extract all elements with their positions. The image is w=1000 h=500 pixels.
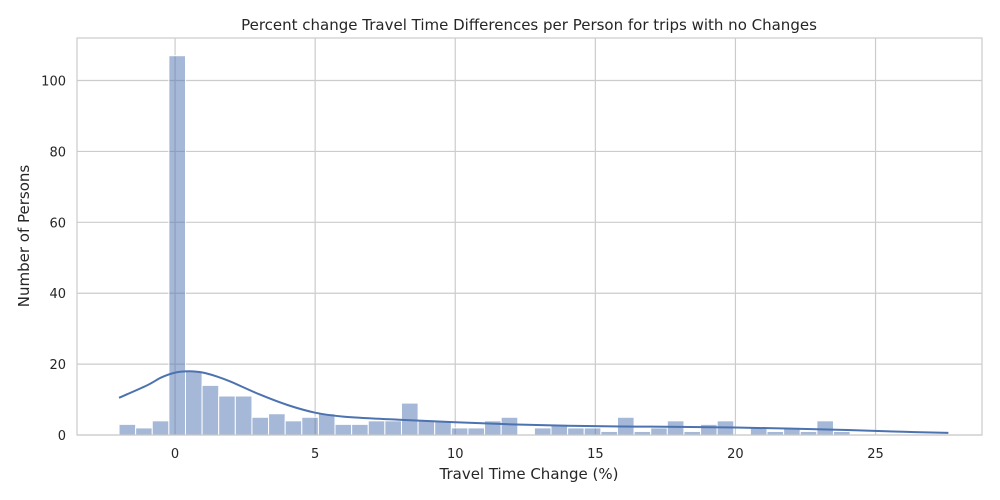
y-tick-label: 20	[49, 358, 66, 373]
kde-curve	[118, 370, 949, 434]
y-tick-label: 100	[41, 75, 66, 90]
histogram-bar	[334, 423, 353, 436]
histogram-bar	[650, 427, 668, 436]
histogram-bar	[284, 420, 303, 436]
histogram-bar	[700, 423, 718, 436]
histogram-bar	[118, 423, 137, 436]
histogram-bar	[583, 427, 602, 436]
x-tick-label: 5	[311, 447, 319, 462]
histogram-bar	[816, 420, 834, 436]
x-tick-label: 20	[727, 447, 744, 462]
histogram-bar	[533, 427, 552, 436]
histogram-bar	[151, 420, 170, 436]
histogram-bar	[234, 395, 253, 436]
histogram-bar	[367, 420, 386, 436]
x-tick-label: 0	[171, 447, 179, 462]
plot-frame	[76, 37, 983, 436]
histogram-bar	[168, 55, 186, 436]
x-tick-labels: 0 5 10 15 20 25	[171, 447, 884, 462]
histogram-bar	[201, 384, 220, 436]
y-tick-label: 60	[49, 216, 66, 231]
histogram-bar	[135, 427, 153, 436]
y-tick-label: 80	[49, 145, 66, 160]
y-axis-label: Number of Persons	[15, 165, 33, 308]
histogram-bar	[184, 370, 203, 436]
y-tick-labels: 0 20 40 60 80 100	[41, 75, 66, 444]
histogram-bar	[567, 427, 585, 436]
histogram-bar	[417, 420, 436, 436]
chart-title: Percent change Travel Time Differences p…	[241, 16, 817, 34]
histogram-bar	[317, 413, 336, 436]
histogram-bars	[118, 55, 851, 436]
histogram-bar	[450, 427, 469, 436]
histogram-bar	[251, 416, 270, 436]
y-tick-label: 40	[49, 287, 66, 302]
histogram-bar	[301, 416, 319, 436]
x-axis-label: Travel Time Change (%)	[439, 465, 619, 483]
histogram-bar	[351, 423, 369, 436]
histogram-bar	[500, 416, 519, 436]
x-tick-label: 10	[447, 447, 464, 462]
histogram-bar	[384, 420, 402, 436]
histogram-bar	[666, 420, 685, 436]
histogram-bar	[467, 427, 486, 436]
y-tick-label: 0	[58, 429, 66, 444]
histogram-bar	[218, 395, 236, 436]
x-tick-label: 25	[867, 447, 884, 462]
x-tick-label: 15	[587, 447, 604, 462]
histogram-bar	[268, 413, 286, 436]
